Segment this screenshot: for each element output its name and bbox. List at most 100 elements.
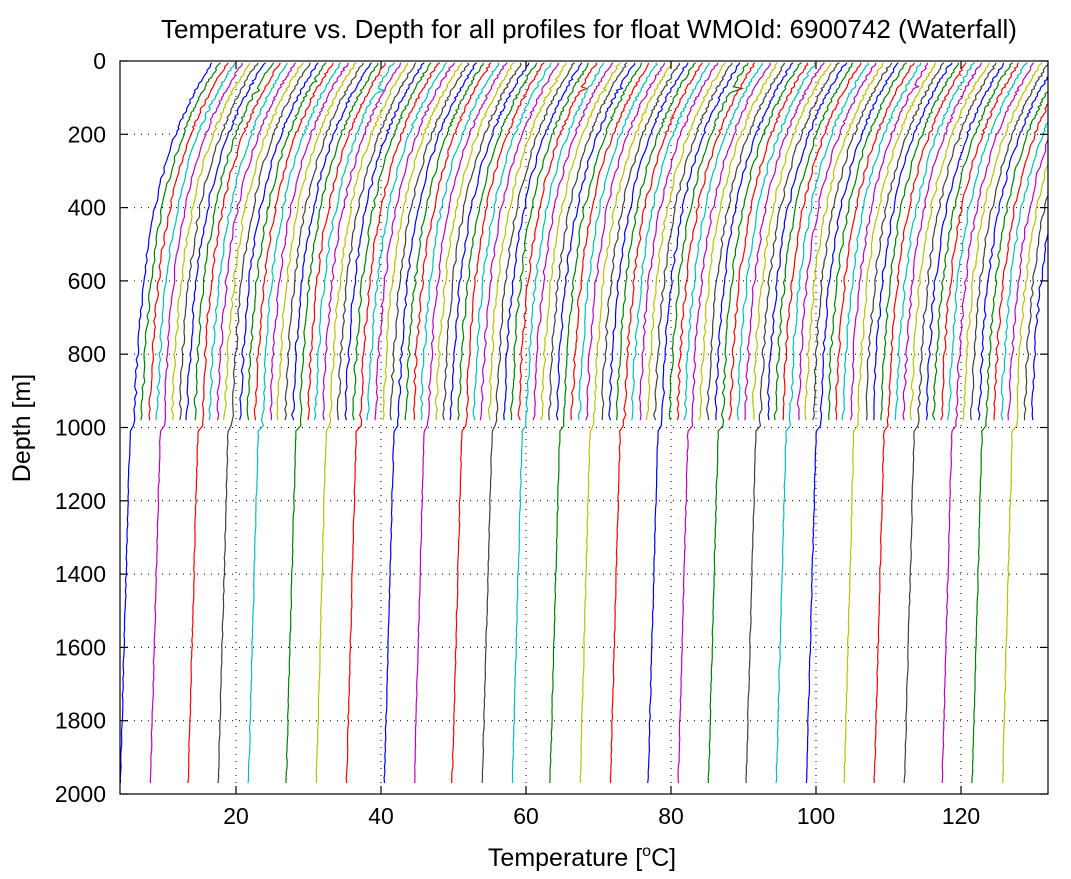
temperature-profile-line — [479, 62, 559, 421]
temperature-profile-line — [931, 62, 1014, 421]
temperature-profile-line — [178, 62, 259, 421]
temperature-profile-line — [442, 62, 522, 421]
temperature-profile-line — [140, 62, 221, 421]
temperature-profile-line — [1031, 221, 1048, 421]
temperature-profile-line — [653, 62, 733, 421]
temperature-profile-line — [345, 62, 441, 784]
temperature-profile-line — [971, 89, 1048, 784]
temperature-profile-line — [941, 62, 1035, 784]
x-tick-label: 80 — [658, 803, 684, 829]
temperature-profile-line — [804, 62, 884, 421]
x-tick-label: 120 — [942, 803, 980, 829]
temperature-profile-line — [503, 62, 583, 421]
temperature-profile-line — [322, 62, 402, 421]
temperature-profile-line — [404, 62, 484, 421]
temperature-profile-line — [185, 62, 266, 421]
temperature-profile-line — [993, 102, 1048, 421]
temperature-profile-line — [647, 62, 741, 784]
temperature-profile-line — [579, 62, 673, 784]
temperature-profile-line — [1000, 118, 1048, 421]
x-tick-label: 100 — [797, 803, 835, 829]
temperature-profile-line — [745, 62, 840, 784]
temperature-profile-line — [631, 62, 710, 421]
temperature-profile-line — [812, 62, 893, 421]
temperature-profile-line — [457, 62, 538, 421]
temperature-profile-line — [873, 62, 953, 421]
x-axis-label-end: C] — [651, 844, 676, 872]
temperature-profile-line — [873, 62, 967, 784]
temperature-profile-line — [284, 62, 364, 421]
temperature-profile-line — [849, 62, 929, 421]
temperature-profile-line — [336, 62, 417, 421]
temperature-profile-line — [940, 62, 1020, 421]
temperature-profile-line — [555, 62, 636, 421]
temperature-profile-line — [223, 62, 304, 421]
temperature-profile-line — [796, 62, 877, 421]
x-tick-label: 40 — [368, 803, 394, 829]
temperature-profile-line — [532, 62, 614, 421]
chart-title: Temperature vs. Depth for all profiles f… — [161, 14, 1017, 44]
temperature-profile-line — [736, 62, 817, 421]
temperature-profile-line — [1002, 163, 1048, 784]
x-tick-label: 60 — [513, 803, 539, 829]
temperature-profile-line — [419, 62, 500, 421]
temperature-profile-line — [946, 62, 1028, 421]
temperature-profile-line — [155, 62, 236, 421]
temperature-profile-line — [509, 62, 589, 421]
temperature-profile-line — [374, 62, 456, 421]
temperature-profile-line — [120, 62, 213, 784]
temperature-profile-line — [608, 62, 689, 421]
temperature-profile-line — [728, 62, 809, 421]
temperature-profile-line — [903, 62, 997, 784]
temperature-profile-line — [413, 62, 492, 421]
temperature-profile-line — [187, 62, 281, 784]
temperature-profile-line — [1007, 138, 1048, 421]
temperature-profile-line — [805, 62, 899, 784]
temperature-profile-line — [601, 62, 681, 421]
temperature-profile-line — [677, 62, 771, 784]
temperature-profile-line — [487, 62, 567, 421]
temperature-profile-line — [977, 75, 1048, 421]
y-tick-label: 1800 — [55, 708, 106, 734]
temperature-profile-line — [170, 62, 251, 421]
temperature-profile-line — [313, 62, 395, 421]
temperature-profile-line — [291, 62, 372, 421]
temperature-profile-line — [481, 62, 575, 784]
temperature-profile-line — [517, 62, 598, 421]
temperature-profile-line — [773, 62, 854, 421]
temperature-profile-line — [352, 62, 432, 421]
y-tick-label: 2000 — [55, 781, 106, 807]
temperature-profile-line — [414, 62, 508, 784]
temperature-profile-line — [315, 62, 409, 783]
temperature-profile-line — [148, 62, 229, 421]
grid-lines — [120, 61, 1048, 794]
temperature-profile-line — [1023, 190, 1048, 421]
temperature-profile-line — [208, 62, 288, 421]
y-tick-label: 1400 — [55, 561, 106, 587]
temperature-profile-line — [683, 62, 763, 421]
temperature-profile-line — [434, 62, 515, 421]
temperature-profile-line — [269, 62, 349, 421]
temperature-profile-line — [751, 62, 832, 421]
temperature-profile-line — [969, 63, 1048, 421]
temperature-profile-line — [366, 62, 447, 421]
temperature-profile-line — [217, 62, 311, 784]
temperature-profile-line — [609, 62, 703, 783]
temperature-profile-line — [585, 62, 666, 421]
temperature-profile-line — [472, 62, 552, 421]
temperature-profile-line — [676, 62, 756, 421]
y-tick-label: 600 — [68, 268, 106, 294]
y-tick-label: 1000 — [55, 415, 106, 441]
temperature-profile-line — [714, 62, 794, 421]
x-axis-label-main: Temperature [ — [488, 844, 642, 872]
temperature-profile-line — [615, 62, 696, 421]
temperature-profile-line — [540, 62, 621, 421]
temperature-profile-line — [880, 62, 960, 421]
temperature-profile-line — [239, 62, 319, 421]
temperature-profile-line — [894, 62, 976, 421]
temperature-profile-line — [246, 62, 327, 421]
temperature-profile-line — [744, 62, 825, 421]
y-tick-label: 0 — [93, 48, 106, 74]
temperature-profile-line — [766, 62, 848, 421]
